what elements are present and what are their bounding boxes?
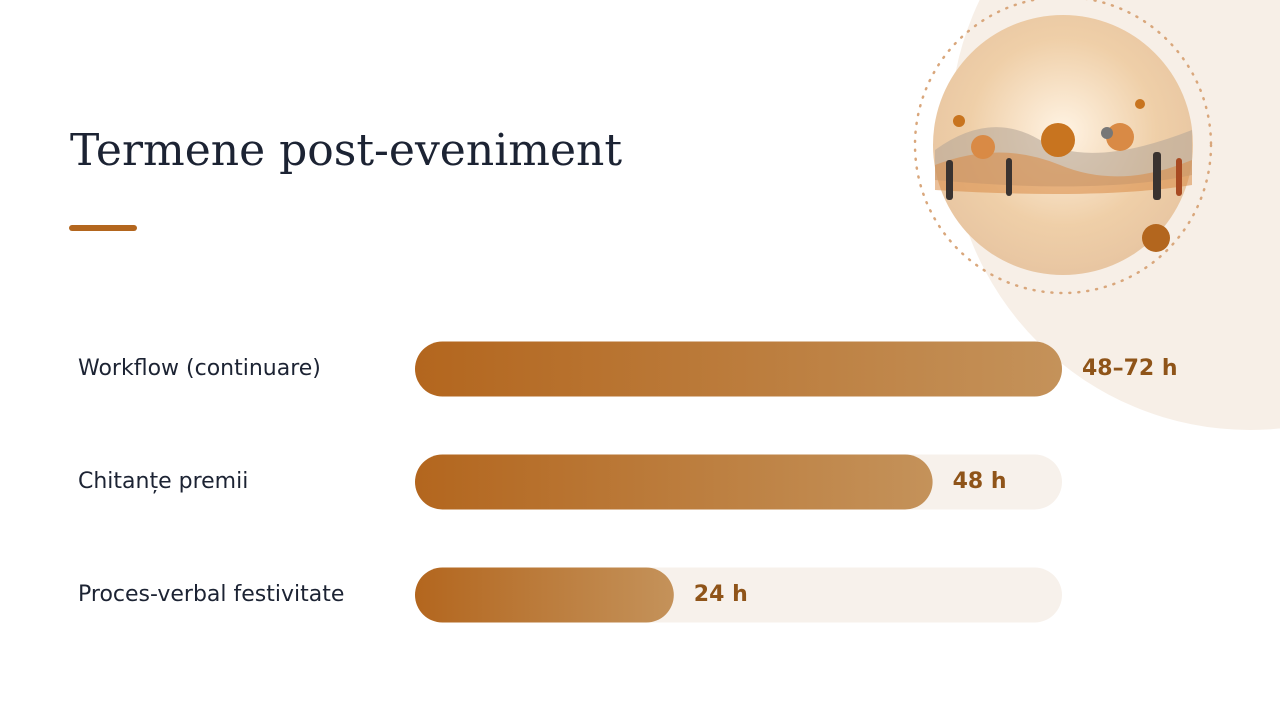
- category-label: Workflow (continuare): [78, 356, 321, 381]
- category-label: Proces-verbal festivitate: [78, 582, 344, 607]
- category-label: Chitanțe premii: [78, 469, 248, 494]
- value-label: 48–72 h: [1082, 356, 1178, 381]
- dotted-ring: [913, 0, 1213, 295]
- title-underline: [69, 225, 137, 231]
- bar: [415, 567, 674, 623]
- accent-dot: [1142, 224, 1170, 252]
- value-label: 48 h: [953, 469, 1007, 494]
- value-label: 24 h: [694, 582, 748, 607]
- chart-title: Termene post-eveniment: [70, 125, 622, 176]
- bar: [415, 454, 933, 510]
- bar: [415, 341, 1062, 397]
- illustration: [933, 15, 1193, 275]
